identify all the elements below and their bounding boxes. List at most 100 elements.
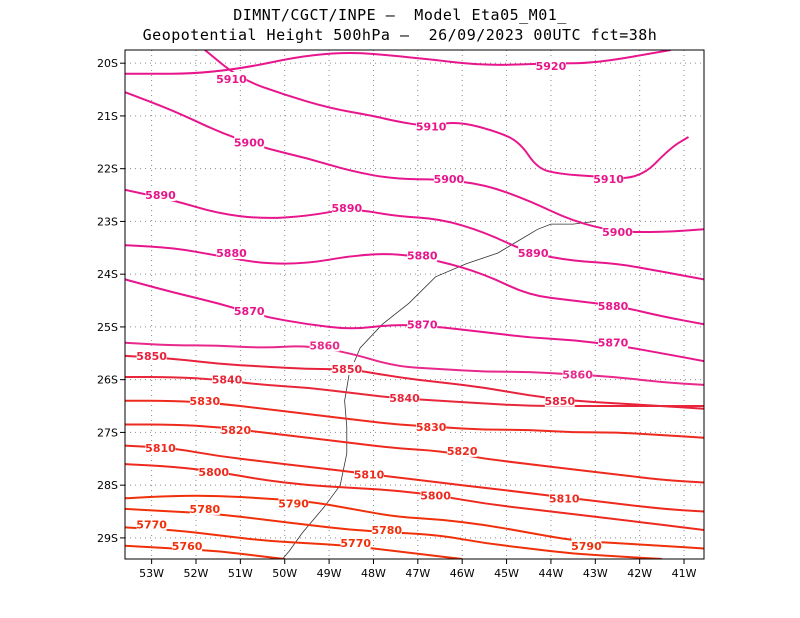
contour-label-bg [593,172,624,186]
contour-label-5810: 5810 [354,469,385,482]
contour-label-5840: 5840 [212,374,243,387]
lat-tick-label: 21S [97,110,118,123]
lat-tick-label: 29S [97,532,118,545]
contour-label-5890: 5890 [518,247,549,260]
contour-label-5820: 5820 [221,424,252,437]
contour-label-bg [598,335,629,349]
lon-tick-label: 48W [361,567,386,580]
contour-label-5890: 5890 [332,202,363,215]
lon-tick-label: 45W [494,567,519,580]
lon-tick-label: 49W [317,567,342,580]
contour-label-bg [571,538,602,552]
contour-label-5890: 5890 [145,189,176,202]
contour-label-bg [562,367,593,381]
lat-tick-label: 22S [97,163,118,176]
contour-label-bg [549,491,580,505]
lon-tick-label: 47W [405,567,430,580]
contour-label-bg [189,393,220,407]
contour-label-bg [598,298,629,312]
plot-frame [124,49,705,560]
lat-tick-label: 23S [97,215,118,228]
contour-label-5820: 5820 [447,445,478,458]
contour-label-bg [189,501,220,515]
contour-label-5880: 5880 [216,247,247,260]
contour-label-5860: 5860 [309,339,340,352]
contour-label-bg [234,135,265,149]
contour-label-5900: 5900 [234,136,265,149]
lat-tick-label: 20S [97,57,118,70]
contour-label-5780: 5780 [190,503,221,516]
contour-5870 [125,278,704,363]
contour-label-5830: 5830 [416,421,447,434]
lon-tick-label: 43W [583,567,608,580]
contour-label-5800: 5800 [420,490,451,503]
contour-label-5810: 5810 [145,442,176,455]
contour-5900 [125,91,704,234]
contour-label-5850: 5850 [332,363,363,376]
contour-label-bg [331,362,362,376]
contour-label-bg [145,188,176,202]
contour-5860 [125,341,704,386]
coastline [282,221,596,559]
contour-label-5790: 5790 [571,540,602,553]
contour-label-bg [340,536,371,550]
title-line-2: Geopotential Height 500hPa — 26/09/2023 … [142,26,658,44]
contour-label-bg [216,246,247,260]
contour-label-bg [416,119,447,133]
lon-tick-label: 46W [450,567,475,580]
contour-label-5910: 5910 [416,120,447,133]
contour-label-bg [433,172,464,186]
contour-label-bg [354,467,385,481]
contour-label-bg [136,517,167,531]
contour-label-5760: 5760 [172,540,203,553]
contour-5850 [125,354,704,410]
contour-label-bg [136,348,167,362]
coastline-path [282,221,596,559]
contour-label-5860: 5860 [562,368,593,381]
contour-label-bg [331,201,362,215]
contour-label-5810: 5810 [549,492,580,505]
contour-label-bg [172,538,203,552]
lat-tick-label: 28S [97,479,118,492]
contour-label-bg [407,248,438,262]
lon-tick-label: 44W [538,567,563,580]
lon-tick-label: 42W [627,567,652,580]
contour-label-bg [212,372,243,386]
contour-label-bg [216,72,247,86]
contour-label-bg [278,496,309,510]
lon-tick-label: 50W [272,567,297,580]
contour-label-5800: 5800 [198,466,229,479]
lon-tick-label: 41W [672,567,697,580]
contour-label-5900: 5900 [434,173,465,186]
contour-label-bg [198,464,229,478]
contour-label-5790: 5790 [278,498,309,511]
contour-label-bg [544,393,575,407]
contour-label-bg [535,58,566,72]
contour-label-bg [220,422,251,436]
contour-label-5870: 5870 [234,305,265,318]
contour-label-bg [309,338,340,352]
contour-5920 [125,50,671,75]
lat-tick-label: 26S [97,374,118,387]
contour-label-bg [145,441,176,455]
contour-5910 [204,50,690,179]
contour-5820 [125,423,704,484]
contour-label-bg [407,317,438,331]
contour-label-5910: 5910 [593,173,624,186]
lat-tick-label: 24S [97,268,118,281]
contour-5880 [125,244,704,326]
lon-tick-label: 53W [139,567,164,580]
contour-label-5900: 5900 [602,226,633,239]
axis-labels: 53W 52W 51W 50W 49W 48W 47W 46W 45W 44W 43W 42W 41W 2… [97,57,697,580]
contour-label-5870: 5870 [598,337,629,350]
contour-label-5770: 5770 [340,537,371,550]
contour-label-5780: 5780 [371,524,402,537]
contour-label-5880: 5880 [407,250,438,263]
contour-5890 [125,188,704,281]
contour-label-bg [371,522,402,536]
contour-label-bg [518,246,549,260]
lon-tick-label: 52W [184,567,209,580]
contour-label-bg [602,224,633,238]
contour-5810 [125,444,704,513]
